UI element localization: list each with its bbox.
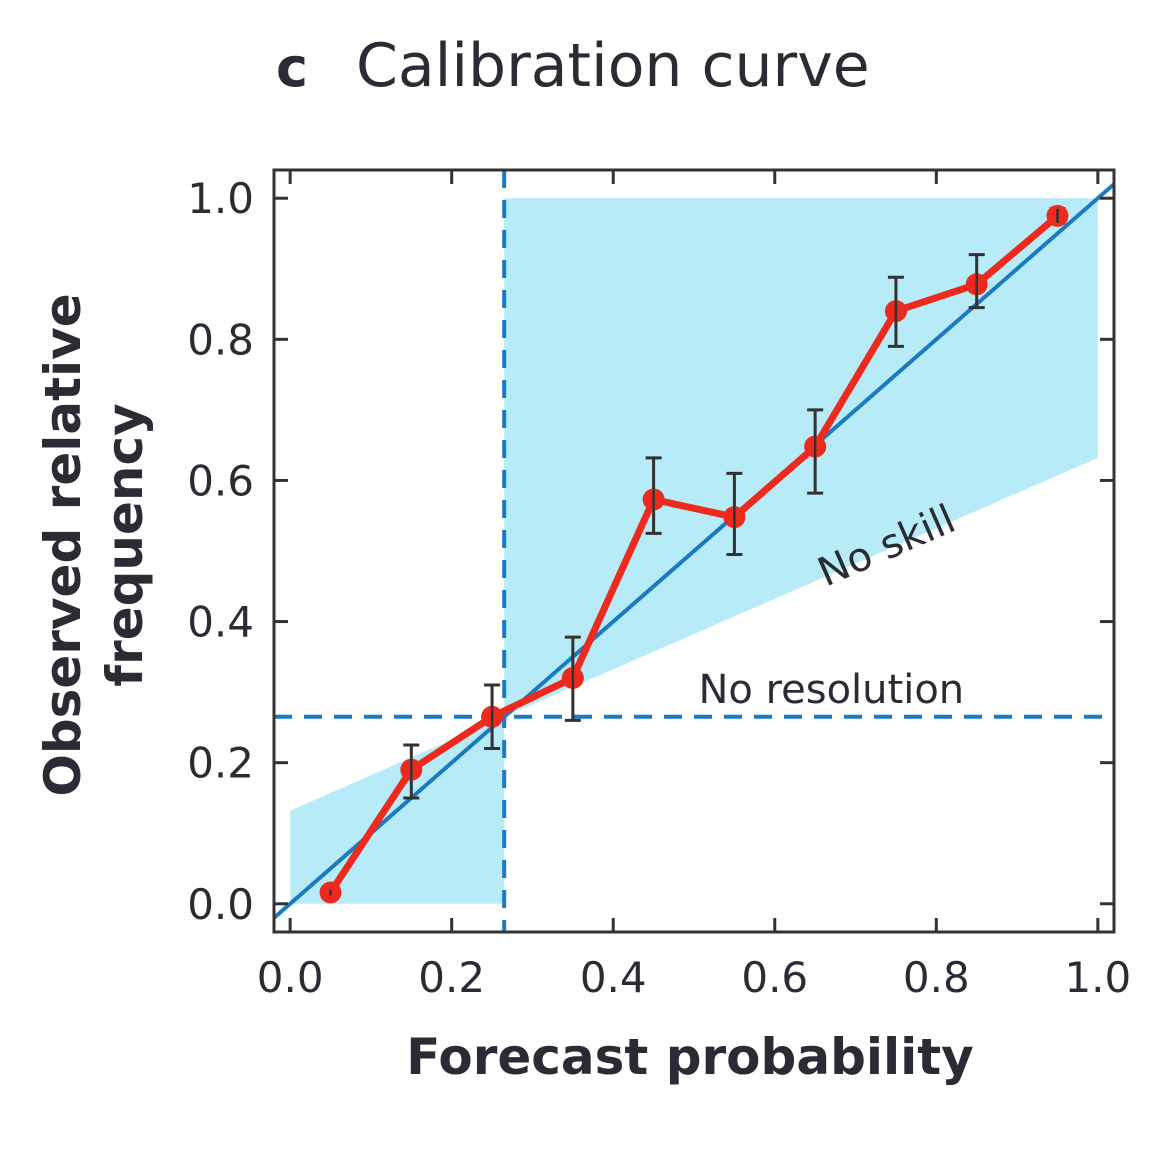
y-axis-label-line1: Observed relative (34, 293, 92, 796)
x-axis-label: Forecast probability (406, 1028, 974, 1086)
axis-ticks (274, 170, 1114, 932)
x-tick-label: 0.4 (580, 953, 647, 1002)
x-tick-label: 1.0 (1064, 953, 1131, 1002)
x-axis-tick-labels: 0.0 0.2 0.4 0.6 0.8 1.0 (257, 953, 1131, 1002)
panel-letter: c (276, 36, 308, 99)
y-axis-label: Observed relative frequency (34, 293, 154, 796)
y-tick-label: 0.0 (187, 880, 254, 929)
y-axis-tick-labels: 0.0 0.2 0.4 0.6 0.8 1.0 (187, 174, 254, 929)
no-resolution-label: No resolution (698, 667, 964, 713)
y-tick-label: 1.0 (187, 174, 254, 223)
y-axis-label-line2: frequency (96, 403, 154, 686)
y-tick-label: 0.8 (187, 315, 254, 364)
x-tick-label: 0.8 (903, 953, 970, 1002)
x-tick-label: 0.0 (257, 953, 324, 1002)
calibration-curve-line (327, 212, 1061, 896)
y-tick-label: 0.4 (187, 598, 254, 647)
y-tick-label: 0.6 (187, 456, 254, 505)
y-tick-label: 0.2 (187, 739, 254, 788)
reference-lines (274, 170, 1114, 932)
perfect-reliability-line (274, 181, 1114, 921)
plot-frame (272, 168, 1116, 934)
x-tick-label: 0.6 (741, 953, 808, 1002)
calibration-series (319, 204, 1069, 904)
chart-title: Calibration curve (356, 31, 870, 101)
x-tick-label: 0.2 (418, 953, 485, 1002)
